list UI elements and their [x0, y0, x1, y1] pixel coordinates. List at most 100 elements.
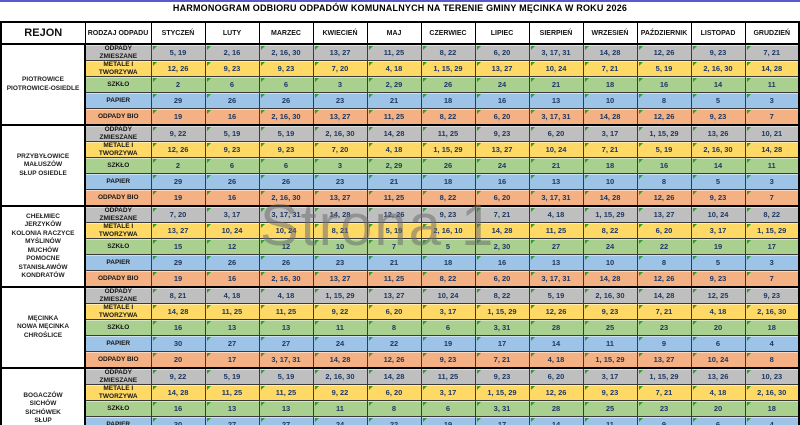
pickup-dates: 5 [715, 258, 721, 267]
schedule-cell: 13, 27 [312, 189, 368, 207]
cell-corner-marker-icon [476, 321, 481, 325]
waste-type-label-metale: METALE I TWORZYWA SZTUCZNE [84, 60, 152, 77]
cell-corner-marker-icon [692, 78, 697, 82]
schedule-cell: 2 [150, 76, 206, 93]
pickup-dates: 12, 26 [653, 48, 675, 57]
pickup-dates: 2, 16 [223, 48, 241, 57]
schedule-cell: 5, 19 [636, 60, 692, 77]
cell-corner-marker-icon [368, 240, 373, 244]
pickup-dates: 11, 25 [383, 48, 405, 57]
pickup-dates: 3, 17, 31 [541, 112, 571, 121]
pickup-dates: 18 [443, 96, 453, 105]
schedule-cell: 9 [636, 335, 692, 352]
schedule-cell: 18 [744, 319, 800, 336]
cell-corner-marker-icon [206, 208, 211, 212]
schedule-cell: 27 [204, 416, 260, 425]
pickup-dates: 13, 27 [329, 274, 351, 283]
pickup-dates: 21 [551, 161, 561, 170]
cell-corner-marker-icon [260, 208, 265, 212]
schedule-cell: 10 [582, 173, 638, 190]
cell-corner-marker-icon [206, 110, 211, 114]
pickup-dates: 18 [443, 177, 453, 186]
schedule-cell: 16 [636, 157, 692, 174]
pickup-dates: 5, 19 [277, 129, 295, 138]
cell-corner-marker-icon [152, 386, 157, 390]
pickup-dates: 5 [715, 96, 721, 105]
schedule-cell: 9, 23 [690, 108, 746, 126]
waste-type-label-text: ODPADY BIO [97, 274, 139, 282]
pickup-dates: 2, 30 [493, 242, 511, 251]
cell-corner-marker-icon [584, 175, 589, 179]
schedule-cell: 2, 16, 30 [258, 270, 314, 288]
pickup-dates: 26 [281, 96, 291, 105]
waste-type-label-text: PAPIER [106, 96, 131, 104]
cell-corner-marker-icon [314, 240, 319, 244]
schedule-cell: 11, 25 [420, 124, 476, 142]
waste-type-label-text: ODPADY BIO [97, 355, 139, 363]
cell-corner-marker-icon [638, 321, 643, 325]
schedule-cell: 9, 23 [582, 303, 638, 320]
schedule-cell: 5, 19 [258, 367, 314, 385]
pickup-dates: 2, 16, 30 [703, 64, 733, 73]
schedule-cell: 3 [744, 254, 800, 271]
pickup-dates: 18 [767, 404, 776, 413]
schedule-cell: 26 [204, 173, 260, 190]
schedule-cell: 3, 17, 31 [258, 205, 314, 223]
cell-corner-marker-icon [260, 386, 265, 390]
cell-corner-marker-icon [584, 240, 589, 244]
cell-corner-marker-icon [476, 289, 481, 293]
pickup-dates: 23 [335, 177, 345, 186]
pickup-dates: 3, 17 [439, 388, 457, 397]
pickup-dates: 13, 26 [707, 129, 729, 138]
cell-corner-marker-icon [422, 62, 427, 66]
schedule-cell: 3, 17 [420, 303, 476, 320]
schedule-cell: 19 [420, 335, 476, 352]
schedule-cell: 3, 17, 31 [528, 270, 584, 288]
schedule-cell: 30 [150, 416, 206, 425]
pickup-dates: 3, 17 [601, 129, 619, 138]
waste-type-label-text: ODPADY ZMIESZANE [99, 45, 138, 60]
cell-corner-marker-icon [746, 143, 751, 147]
waste-type-label-text: ODPADY ZMIESZANE [99, 369, 138, 384]
cell-corner-marker-icon [260, 321, 265, 325]
cell-corner-marker-icon [260, 272, 265, 276]
waste-type-label-zmieszane: ODPADY ZMIESZANE [84, 367, 152, 385]
cell-corner-marker-icon [206, 272, 211, 276]
schedule-cell: 23 [636, 400, 692, 417]
pickup-dates: 10 [605, 258, 615, 267]
cell-corner-marker-icon [476, 305, 481, 309]
waste-type-label-metale: METALE I TWORZYWA SZTUCZNE [84, 384, 152, 401]
waste-type-label-szklo: SZKŁO [84, 157, 152, 174]
pickup-dates: 11, 25 [221, 388, 243, 397]
cell-corner-marker-icon [152, 46, 157, 50]
waste-type-label-text: METALE I TWORZYWA SZTUCZNE [98, 61, 138, 76]
pickup-dates: 5, 19 [655, 145, 673, 154]
pickup-dates: 14, 28 [599, 112, 621, 121]
pickup-dates: 26 [227, 96, 237, 105]
pickup-dates: 8, 22 [439, 112, 457, 121]
cell-corner-marker-icon [476, 386, 481, 390]
pickup-dates: 2 [175, 80, 181, 89]
cell-corner-marker-icon [692, 337, 697, 341]
schedule-cell: 14, 28 [366, 367, 422, 385]
waste-type-label-text: ODPADY ZMIESZANE [99, 126, 138, 141]
pickup-dates: 7, 21 [655, 388, 673, 397]
schedule-cell: 16 [474, 92, 530, 109]
schedule-cell: 25 [582, 400, 638, 417]
waste-type-label-text: SZKŁO [107, 161, 130, 169]
schedule-cell: 14, 28 [582, 189, 638, 207]
pickup-dates: 14, 28 [329, 355, 351, 364]
waste-type-label-text: SZKŁO [107, 80, 130, 88]
cell-corner-marker-icon [422, 208, 427, 212]
pickup-dates: 9, 22 [169, 129, 187, 138]
schedule-cell: 6 [690, 416, 746, 425]
cell-corner-marker-icon [152, 62, 157, 66]
column-header-month: CZERWIEC [420, 21, 476, 45]
cell-corner-marker-icon [206, 305, 211, 309]
cell-corner-marker-icon [206, 353, 211, 357]
cell-corner-marker-icon [422, 370, 427, 374]
schedule-cell: 10, 21 [744, 124, 800, 142]
schedule-cell: 13, 27 [474, 141, 530, 158]
cell-corner-marker-icon [584, 321, 589, 325]
cell-corner-marker-icon [692, 191, 697, 195]
